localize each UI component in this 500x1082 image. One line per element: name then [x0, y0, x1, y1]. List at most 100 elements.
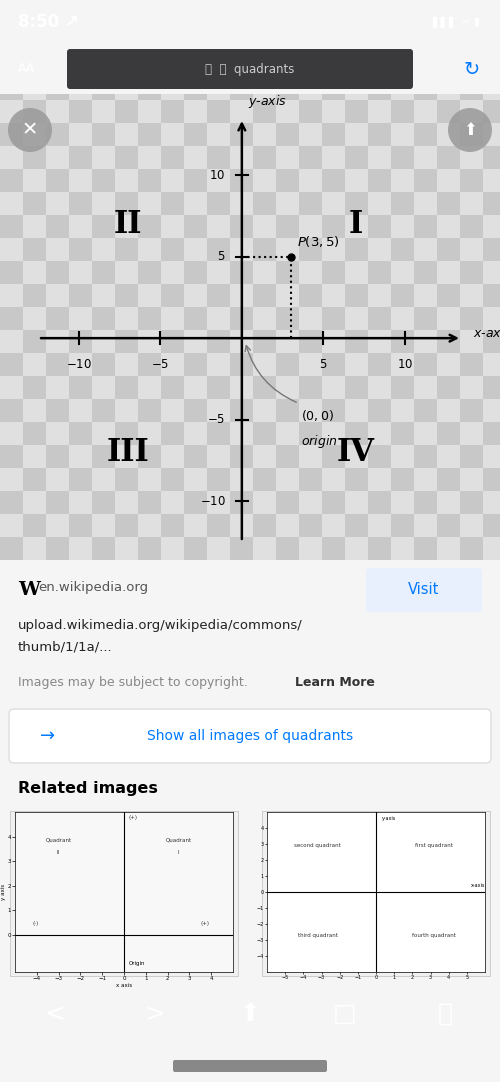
Bar — [161, 491, 184, 514]
Bar — [0, 330, 23, 353]
Bar — [92, 77, 115, 100]
Bar — [322, 261, 345, 283]
Bar — [230, 491, 253, 514]
Bar — [414, 238, 437, 261]
Bar — [460, 422, 483, 445]
Bar — [69, 169, 92, 192]
Bar — [161, 77, 184, 100]
Bar — [322, 54, 345, 77]
Bar — [92, 100, 115, 123]
Bar — [92, 261, 115, 283]
Bar — [184, 445, 207, 469]
Bar — [414, 469, 437, 491]
FancyBboxPatch shape — [366, 568, 482, 612]
Bar — [391, 307, 414, 330]
Text: Quadrant: Quadrant — [166, 837, 192, 843]
Bar — [161, 54, 184, 77]
Bar — [299, 469, 322, 491]
Bar — [115, 491, 138, 514]
Bar — [368, 215, 391, 238]
Bar — [391, 422, 414, 445]
Bar — [253, 169, 276, 192]
Bar — [69, 537, 92, 560]
Bar — [207, 261, 230, 283]
Bar — [322, 330, 345, 353]
Bar — [368, 123, 391, 146]
Bar — [23, 123, 46, 146]
Bar — [414, 422, 437, 445]
Bar — [92, 123, 115, 146]
Bar — [483, 353, 500, 377]
Text: 🔍  🔒  quadrants: 🔍 🔒 quadrants — [206, 63, 294, 76]
Bar — [253, 146, 276, 169]
Bar — [276, 330, 299, 353]
Bar — [207, 469, 230, 491]
Bar — [253, 514, 276, 537]
Bar — [69, 77, 92, 100]
Bar — [92, 169, 115, 192]
Bar — [391, 445, 414, 469]
Bar — [414, 353, 437, 377]
Bar — [483, 399, 500, 422]
Bar — [414, 283, 437, 307]
Text: I: I — [349, 209, 363, 239]
Bar — [460, 537, 483, 560]
Text: $5$: $5$ — [217, 250, 226, 263]
Bar — [69, 283, 92, 307]
Bar — [115, 77, 138, 100]
Bar — [0, 377, 23, 399]
Circle shape — [8, 108, 52, 151]
Bar — [23, 469, 46, 491]
Bar — [276, 283, 299, 307]
Bar — [322, 399, 345, 422]
Bar — [299, 330, 322, 353]
Bar — [483, 307, 500, 330]
Bar — [345, 330, 368, 353]
Bar — [276, 491, 299, 514]
Bar — [253, 283, 276, 307]
Bar — [368, 445, 391, 469]
Bar — [460, 514, 483, 537]
Text: Origin: Origin — [128, 961, 145, 965]
Bar — [23, 422, 46, 445]
Bar — [437, 469, 460, 491]
Bar — [184, 307, 207, 330]
Text: Related images: Related images — [18, 781, 158, 796]
Bar — [46, 146, 69, 169]
Bar — [230, 445, 253, 469]
Bar — [460, 377, 483, 399]
Bar — [391, 491, 414, 514]
Bar — [161, 307, 184, 330]
Bar — [230, 123, 253, 146]
Bar — [230, 261, 253, 283]
Bar — [437, 422, 460, 445]
Bar — [161, 537, 184, 560]
Bar — [115, 469, 138, 491]
Bar — [23, 445, 46, 469]
Bar — [299, 100, 322, 123]
Bar — [299, 146, 322, 169]
Bar — [207, 54, 230, 77]
Bar — [276, 469, 299, 491]
Bar — [184, 146, 207, 169]
Bar — [207, 238, 230, 261]
Bar — [368, 491, 391, 514]
Bar — [161, 445, 184, 469]
Bar — [322, 307, 345, 330]
Bar — [69, 353, 92, 377]
Bar — [23, 169, 46, 192]
Bar — [161, 330, 184, 353]
FancyBboxPatch shape — [9, 709, 491, 763]
Bar — [230, 307, 253, 330]
Bar — [207, 169, 230, 192]
Bar — [322, 100, 345, 123]
Bar — [69, 215, 92, 238]
Bar — [230, 514, 253, 537]
Bar — [460, 123, 483, 146]
Bar — [414, 491, 437, 514]
Bar — [10, 812, 238, 976]
Bar — [184, 469, 207, 491]
Bar — [276, 146, 299, 169]
Bar — [92, 422, 115, 445]
Bar — [368, 353, 391, 377]
